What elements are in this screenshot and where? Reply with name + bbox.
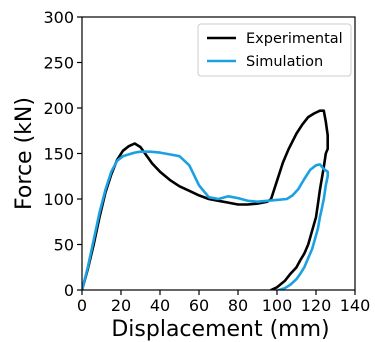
series-line-simulation	[82, 150, 329, 290]
y-tick-label: 50	[54, 236, 74, 255]
x-tick-label: 40	[150, 296, 170, 315]
x-tick-label: 100	[262, 296, 293, 315]
series-line-experimental	[82, 109, 329, 290]
y-tick-label: 100	[43, 190, 74, 209]
y-tick-label: 250	[43, 54, 74, 73]
y-axis-title: Force (kN)	[12, 97, 37, 210]
series-layer	[82, 109, 329, 290]
x-tick-label: 0	[77, 296, 87, 315]
x-axis-title: Displacement (mm)	[111, 317, 329, 342]
x-tick-label: 120	[301, 296, 332, 315]
x-tick-label: 60	[189, 296, 209, 315]
legend-label-simulation: Simulation	[246, 54, 323, 70]
y-tick-label: 200	[43, 99, 74, 118]
y-tick-label: 150	[43, 145, 74, 164]
legend-label-experimental: Experimental	[246, 31, 343, 47]
x-tick-label: 20	[111, 296, 131, 315]
legend: Experimental Simulation	[197, 23, 352, 77]
y-tick-label: 0	[64, 281, 74, 300]
x-tick-label: 140	[340, 296, 371, 315]
y-tick-label: 300	[43, 8, 74, 27]
legend-box	[197, 23, 352, 77]
x-tick-label: 80	[228, 296, 248, 315]
axes-layer: 0 20 40 60 80 100 120 140 0 50 100 150 200 250 300 Disp…	[12, 8, 370, 342]
